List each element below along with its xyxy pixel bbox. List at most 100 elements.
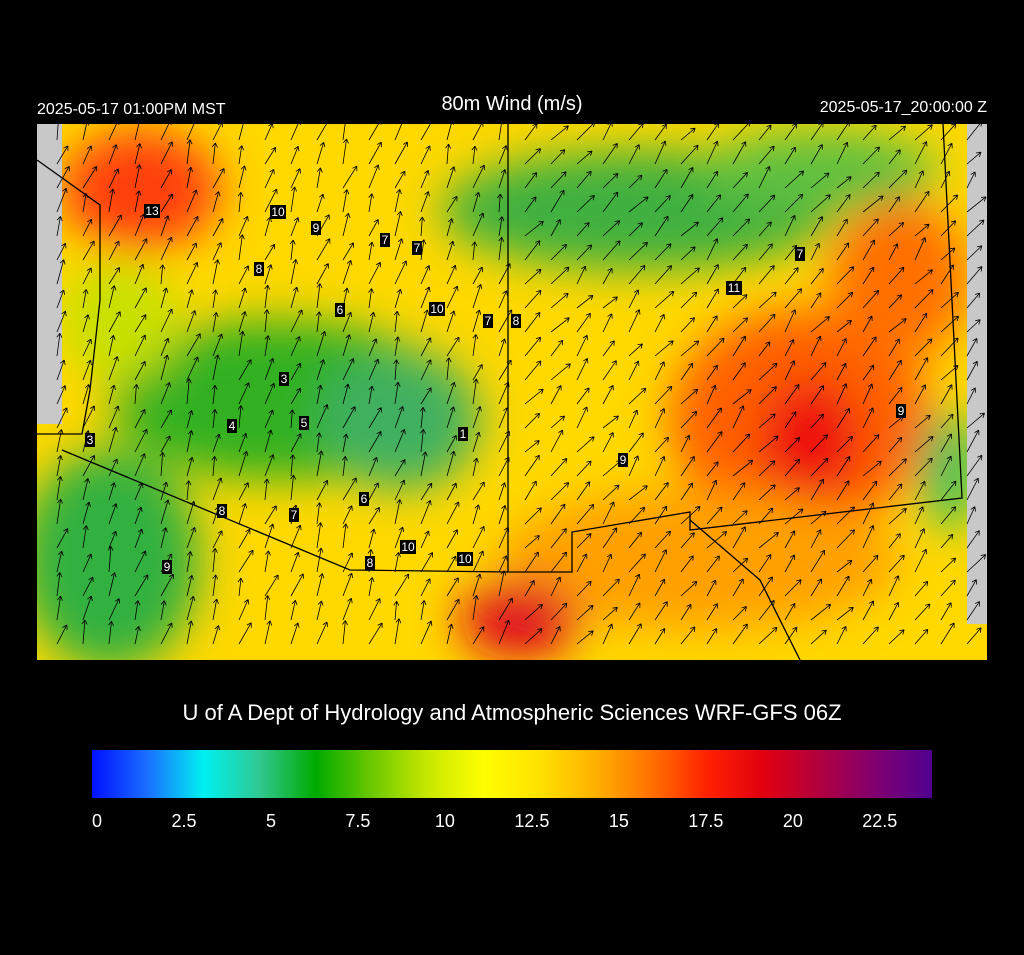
wind-arrow: [654, 436, 670, 453]
wind-arrow: [758, 435, 779, 453]
wind-arrow: [628, 602, 641, 621]
wind-arrow: [82, 576, 94, 597]
wind-arrow: [108, 482, 116, 501]
wind-arrow: [446, 264, 457, 285]
station-box: [289, 508, 299, 522]
wind-arrow: [862, 218, 879, 237]
wind-arrow: [107, 546, 114, 573]
station-value: 5: [301, 416, 308, 430]
wind-arrow: [576, 194, 595, 213]
wind-arrow: [238, 234, 245, 261]
wind-arrow: [524, 240, 541, 261]
wind-arrow: [498, 309, 513, 333]
station-value: 1: [460, 427, 467, 441]
wind-arrow: [914, 528, 926, 549]
wind-arrow: [56, 385, 67, 405]
wind-arrow: [394, 428, 406, 453]
wind-arrow: [888, 149, 901, 165]
wind-arrow: [186, 139, 193, 165]
wind-arrow: [445, 357, 452, 381]
wind-arrow: [134, 190, 142, 213]
wind-arrow: [524, 336, 542, 357]
station-value: 6: [361, 492, 368, 506]
station-value: 6: [337, 303, 344, 317]
wind-arrow: [56, 259, 66, 285]
wind-arrow: [862, 383, 874, 405]
wind-arrow: [342, 311, 353, 333]
wind-arrow: [576, 533, 592, 549]
wind-arrow: [56, 455, 63, 477]
wind-arrow: [862, 195, 884, 213]
wind-arrow: [212, 598, 219, 621]
wind-arrow: [576, 334, 588, 357]
wind-arrow: [342, 242, 354, 261]
wind-arrow: [264, 168, 275, 189]
wind-arrow: [862, 315, 873, 333]
station-value: 10: [401, 540, 415, 554]
wind-arrow: [732, 317, 749, 333]
wind-arrow: [56, 124, 59, 141]
wind-arrow: [160, 435, 171, 453]
wind-arrow: [420, 387, 432, 405]
wind-arrow: [914, 436, 934, 453]
wind-arrow: [368, 219, 379, 237]
wind-arrow: [680, 603, 692, 621]
wind-arrow: [862, 290, 880, 309]
wind-arrow: [446, 336, 460, 357]
wind-arrow: [888, 554, 905, 573]
wind-arrow: [134, 528, 144, 549]
wind-arrow: [836, 456, 851, 477]
wind-arrow: [576, 503, 595, 525]
wind-arrow: [966, 554, 987, 573]
wind-arrow: [290, 168, 301, 189]
wind-arrow: [108, 503, 118, 525]
wind-arrow: [784, 579, 802, 597]
wind-arrow: [342, 212, 351, 237]
wind-arrow: [888, 222, 905, 237]
wind-arrow: [472, 504, 481, 525]
wind-arrow: [472, 573, 482, 597]
wind-arrow: [654, 361, 665, 381]
wind-arrow: [654, 124, 667, 141]
wind-arrow: [758, 265, 775, 285]
wind-arrow: [56, 528, 69, 549]
wind-arrow: [264, 243, 276, 261]
station-box: [279, 372, 289, 386]
wind-arrow: [810, 529, 822, 549]
wind-arrow: [706, 384, 717, 405]
wind-arrow: [732, 171, 749, 189]
wind-arrow: [914, 629, 929, 645]
wind-arrow: [264, 454, 275, 477]
wind-arrow: [316, 432, 322, 453]
wind-arrow: [342, 260, 353, 285]
wind-arrow: [264, 284, 271, 309]
wind-arrow: [264, 620, 273, 645]
wind-arrow: [134, 428, 148, 453]
wind-arrow: [368, 528, 376, 549]
wind-arrow: [628, 573, 641, 597]
wind-arrow: [654, 340, 674, 357]
wind-arrow: [82, 405, 96, 429]
wind-arrow: [264, 523, 275, 549]
wind-arrow: [628, 623, 642, 645]
station-box: [162, 560, 172, 574]
wind-arrow: [472, 550, 484, 573]
wind-arrow: [732, 141, 747, 165]
wind-arrow: [342, 165, 358, 189]
wind-arrow: [420, 145, 431, 165]
wind-arrow: [290, 551, 300, 573]
wind-arrow: [758, 386, 777, 405]
wind-arrow: [888, 294, 903, 309]
wind-arrow: [498, 216, 505, 237]
wind-arrow: [836, 560, 853, 573]
wind-arrow: [498, 338, 507, 357]
wind-arrow: [680, 167, 694, 189]
wind-arrow: [732, 193, 749, 213]
wind-arrow: [368, 261, 382, 285]
station-value: 7: [485, 314, 492, 328]
wind-arrow: [186, 551, 193, 573]
wind-arrow: [654, 549, 668, 573]
station-box: [365, 556, 375, 570]
wind-arrow: [56, 165, 70, 189]
wind-arrow: [56, 476, 63, 501]
